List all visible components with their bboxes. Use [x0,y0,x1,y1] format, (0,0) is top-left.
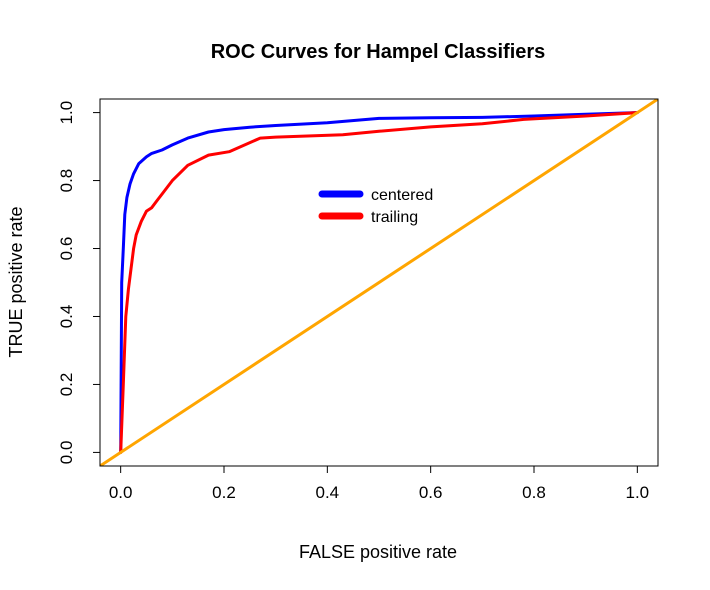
y-tick-label: 1.0 [57,101,76,125]
series-group [100,99,658,466]
x-tick-label: 0.0 [109,483,133,502]
diagonal-reference-line [100,99,658,466]
series-line-centered [119,111,639,454]
y-tick-label: 0.8 [57,169,76,193]
x-tick-label: 0.4 [316,483,340,502]
x-tick-label: 1.0 [626,483,650,502]
x-axis-label: FALSE positive rate [299,542,457,562]
legend-label-centered: centered [371,187,433,204]
y-tick-label: 0.0 [57,441,76,465]
y-axis-label: TRUE positive rate [6,206,26,357]
plot-frame [99,98,659,467]
legend: centered trailing [318,187,433,226]
plot-area: 0.0 0.2 0.4 0.6 0.8 1.0 0.0 0.2 0.4 0.6 0.8 1.0 cent… [57,98,659,502]
legend-label-trailing: trailing [371,209,418,226]
y-tick-label: 0.2 [57,373,76,397]
y-tick-label: 0.6 [57,237,76,261]
y-tick-label: 0.4 [57,305,76,329]
chart-title: ROC Curves for Hampel Classifiers [211,41,546,63]
series-line-trailing [119,111,639,454]
x-tick-label: 0.6 [419,483,443,502]
x-tick-label: 0.2 [212,483,236,502]
x-tick-label: 0.8 [522,483,546,502]
